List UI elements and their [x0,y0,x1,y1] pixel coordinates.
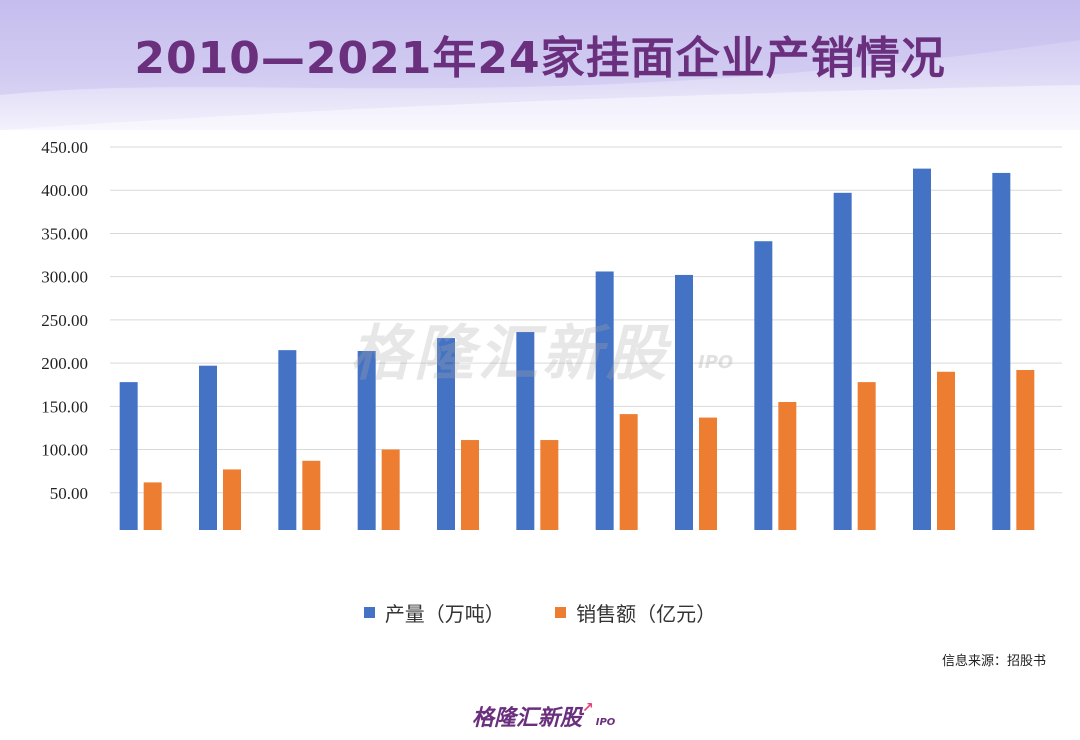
legend-item-production: 产量（万吨） [363,598,505,627]
page-title: 2010—2021年24家挂面企业产销情况 [134,33,946,84]
y-tick-label-9: 450.00 [41,138,88,157]
bar-production-2010 [119,382,138,530]
logo-ipo: IPO [595,717,616,728]
legend-swatch-sales [555,607,567,618]
chart-legend: 产量（万吨） 销售额（亿元） [0,598,1080,627]
y-tick-label-5: 250.00 [41,311,88,330]
y-tick-label-6: 300.00 [41,268,88,287]
bar-sales-2015 [540,440,559,530]
y-tick-label-7: 350.00 [41,224,88,243]
y-tick-label-0: 0.00 [58,527,88,530]
bar-sales-2012 [302,460,321,530]
watermark-ipo: IPO [698,352,734,373]
bar-production-2020 [913,168,931,530]
legend-label-production: 产量（万吨） [384,602,505,626]
bar-production-2017 [675,274,693,530]
y-tick-label-3: 150.00 [41,397,88,416]
bar-sales-2019 [857,382,876,530]
legend-item-sales: 销售额（亿元） [555,598,716,627]
bar-production-2011 [199,365,217,530]
bar-production-2013 [357,351,376,530]
source-note: 信息来源：招股书 [941,654,1046,669]
logo-arrow-icon: ↗ [582,700,594,716]
legend-swatch-production [363,607,375,618]
header-background [0,0,1080,130]
bar-sales-2010 [143,482,162,530]
y-tick-label-2: 100.00 [41,441,88,460]
bar-sales-2018 [778,402,797,530]
brand-logo: 格隆汇新股↗IPO [472,700,615,732]
y-tick-label-1: 50.00 [50,484,88,503]
watermark: 格隆汇新股 [350,305,670,392]
bar-sales-2013 [381,449,400,530]
logo-text: 格隆汇新股 [472,706,583,731]
bar-sales-2016 [619,414,638,530]
header-swoosh [0,0,1080,130]
bar-production-2016 [595,271,614,530]
bar-chart: 0.00 50.00 100.00 150.00 200.00 250.00 300.00 3… [41,138,1062,530]
bar-sales-2020 [937,371,955,530]
bar-production-2018 [754,241,773,530]
bar-sales-2011 [223,469,241,530]
bar-production-2021 [992,172,1011,530]
bar-production-2014 [437,338,455,530]
bar-production-2015 [516,331,535,530]
y-tick-label-4: 200.00 [41,354,88,373]
legend-label-sales: 销售额（亿元） [576,602,717,626]
bar-sales-2017 [699,417,717,530]
bar-production-2019 [833,192,852,530]
bar-sales-2014 [461,440,479,530]
watermark-text: 格隆汇新股 [350,319,670,389]
bar-sales-2021 [1016,370,1035,530]
bar-production-2012 [278,350,297,530]
y-tick-label-8: 400.00 [41,181,88,200]
